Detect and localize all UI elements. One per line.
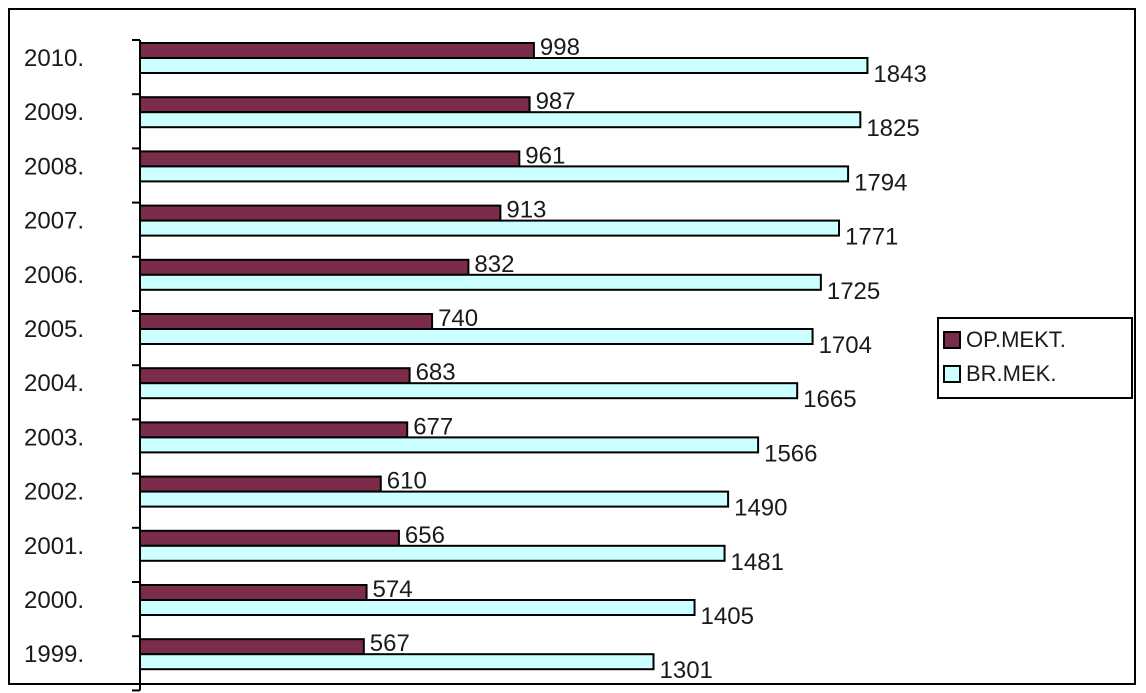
bar-op-mekt (139, 475, 382, 493)
bar-br-mek (139, 544, 726, 562)
data-label-op-mekt: 832 (474, 251, 514, 278)
data-label-br-mek: 1843 (873, 61, 926, 88)
bar-br-mek (139, 219, 841, 237)
bar-op-mekt (139, 584, 368, 601)
bar-op-mekt (139, 638, 365, 656)
data-label-br-mek: 1405 (701, 603, 754, 630)
bar-op-mekt (139, 150, 521, 168)
data-label-op-mekt: 677 (413, 413, 453, 440)
data-label-op-mekt: 961 (525, 142, 565, 169)
bar-op-mekt (139, 367, 411, 385)
data-label-op-mekt: 913 (506, 197, 546, 224)
bar-br-mek (139, 328, 814, 345)
bar-br-mek (139, 273, 822, 291)
data-label-op-mekt: 656 (405, 522, 445, 549)
y-tick-label: 2004. (24, 370, 84, 397)
y-tick-label: 2002. (24, 479, 84, 506)
data-label-br-mek: 1794 (854, 169, 907, 196)
data-label-br-mek: 1771 (845, 224, 898, 251)
legend-swatch-br-mek (943, 365, 961, 383)
data-label-op-mekt: 740 (438, 305, 478, 332)
data-label-op-mekt: 567 (370, 630, 410, 657)
data-label-op-mekt: 610 (387, 468, 427, 495)
bar-br-mek (139, 436, 760, 454)
y-tick-label: 2009. (24, 99, 84, 126)
bar-op-mekt (139, 529, 400, 547)
bar-br-mek (139, 382, 799, 400)
bar-op-mekt (139, 42, 535, 59)
bar-br-mek (139, 111, 862, 129)
legend-swatch-op-mekt (943, 331, 961, 349)
bar-br-mek (139, 490, 730, 508)
y-tick-label: 1999. (24, 641, 84, 668)
y-tick-label: 2001. (24, 533, 84, 560)
data-label-br-mek: 1825 (866, 115, 919, 142)
data-label-op-mekt: 987 (536, 88, 576, 115)
bar-op-mekt (139, 258, 470, 276)
data-label-br-mek: 1725 (827, 278, 880, 305)
bar-br-mek (139, 165, 850, 183)
y-tick-label: 2005. (24, 316, 84, 343)
bar-br-mek (139, 599, 696, 616)
y-tick-label: 2007. (24, 208, 84, 235)
y-tick-label: 2008. (24, 153, 84, 180)
bar-op-mekt (139, 421, 409, 439)
y-tick-label: 2003. (24, 424, 84, 451)
legend-label-br-mek: BR.MEK. (966, 361, 1056, 386)
legend-label-op-mekt: OP.MEKT. (966, 327, 1066, 352)
bar-op-mekt (139, 96, 531, 114)
data-label-br-mek: 1665 (803, 386, 856, 413)
data-label-br-mek: 1481 (731, 549, 784, 576)
y-tick-label: 2000. (24, 587, 84, 614)
data-label-op-mekt: 998 (540, 34, 580, 61)
data-label-br-mek: 1490 (734, 495, 787, 522)
data-label-br-mek: 1301 (660, 657, 713, 684)
y-tick-label: 2010. (24, 45, 84, 72)
bar-op-mekt (139, 313, 434, 330)
data-label-op-mekt: 683 (416, 359, 456, 386)
legend-box (937, 317, 1133, 399)
y-tick-label: 2006. (24, 262, 84, 289)
bar-op-mekt (139, 204, 502, 222)
bar-br-mek (139, 653, 655, 671)
data-label-br-mek: 1704 (819, 332, 872, 359)
bar-br-mek (139, 57, 869, 74)
data-label-br-mek: 1566 (764, 440, 817, 467)
data-label-op-mekt: 574 (373, 576, 413, 603)
